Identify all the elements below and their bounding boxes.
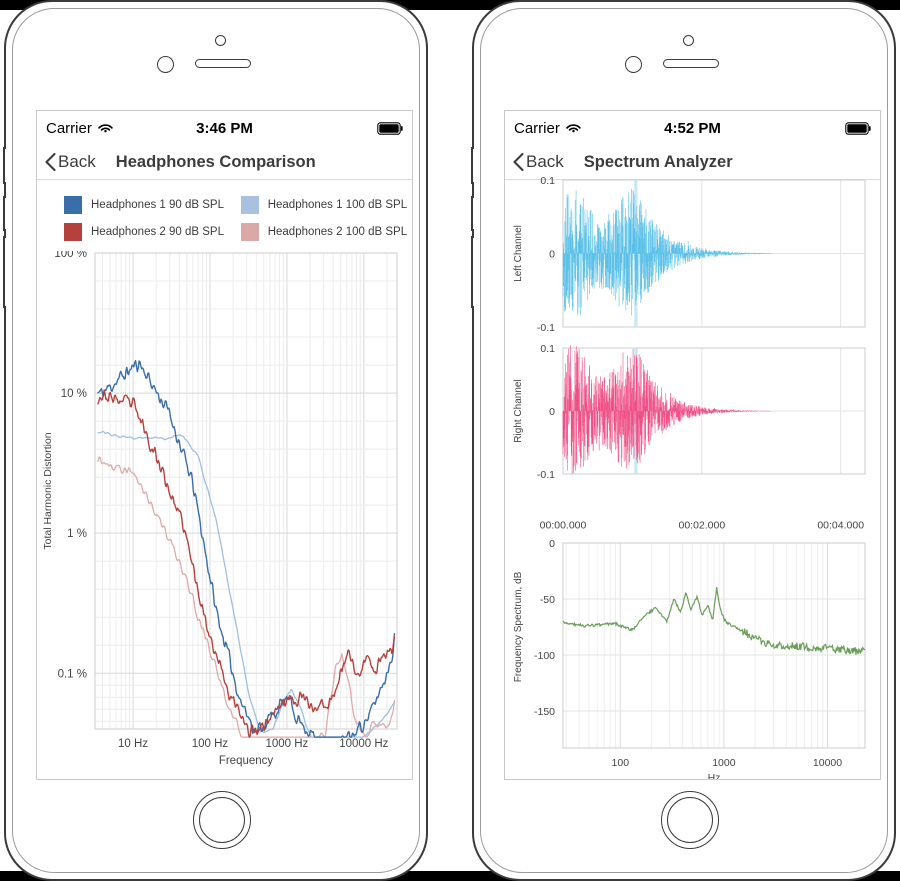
svg-text:Right Channel: Right Channel [513, 379, 524, 442]
svg-text:1000: 1000 [712, 757, 736, 769]
svg-text:Frequency Spectrum, dB: Frequency Spectrum, dB [513, 571, 524, 682]
svg-text:-100: -100 [534, 650, 555, 662]
svg-text:0.1 %: 0.1 % [58, 668, 87, 680]
svg-text:Left Channel: Left Channel [513, 225, 524, 282]
svg-text:1 %: 1 % [67, 528, 87, 540]
svg-text:0: 0 [549, 249, 555, 261]
svg-text:100 Hz: 100 Hz [192, 738, 229, 750]
svg-text:100: 100 [612, 757, 630, 769]
svg-text:-0.1: -0.1 [537, 322, 555, 334]
svg-text:0.1: 0.1 [540, 343, 555, 355]
svg-text:0: 0 [549, 538, 555, 550]
svg-text:10000 Hz: 10000 Hz [339, 738, 388, 750]
svg-text:00:02.000: 00:02.000 [678, 520, 725, 532]
svg-text:0: 0 [549, 406, 555, 418]
svg-text:-50: -50 [540, 594, 555, 606]
svg-text:Total Harmonic Distortion: Total Harmonic Distortion [42, 432, 54, 549]
svg-text:1000 Hz: 1000 Hz [265, 738, 308, 750]
svg-text:Frequency: Frequency [219, 755, 274, 767]
svg-text:0.1: 0.1 [540, 175, 555, 187]
svg-text:10 Hz: 10 Hz [118, 738, 148, 750]
svg-text:-0.1: -0.1 [537, 469, 555, 481]
svg-text:00:00.000: 00:00.000 [540, 520, 587, 532]
svg-text:-150: -150 [534, 706, 555, 718]
svg-text:10000: 10000 [813, 757, 842, 769]
svg-text:00:04.000: 00:04.000 [817, 520, 864, 532]
svg-text:Hz: Hz [708, 772, 721, 780]
svg-text:10 %: 10 % [61, 388, 87, 400]
svg-text:100 %: 100 % [54, 251, 87, 260]
